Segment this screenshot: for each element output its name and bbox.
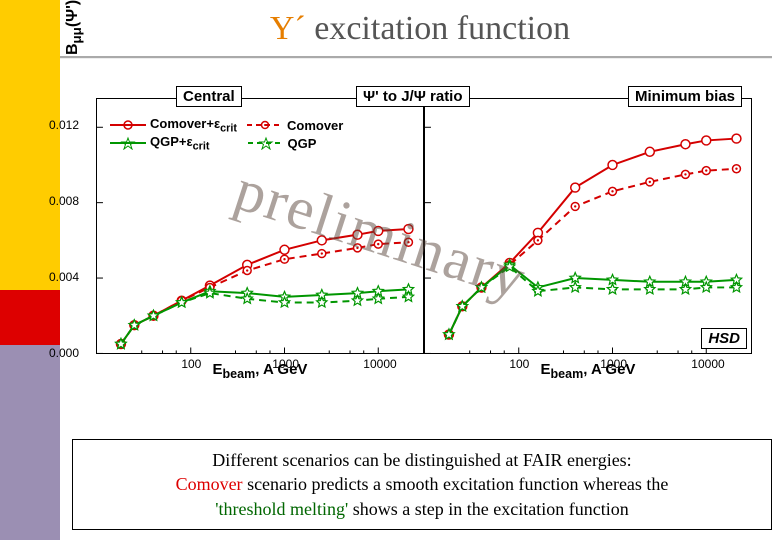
title-psi: Y´: [270, 10, 306, 47]
chart-legend: Comover+εcrit Comover QGP+εcrit QGP: [110, 116, 343, 152]
legend-comover-crit: Comover+εcrit: [150, 116, 237, 135]
chart-area: 100100010000Ebeam, A GeV0.0000.0040.0080…: [96, 80, 772, 390]
y-axis-label: Bμμ(Ψ') σΨ' / Bμμ(J/Ψ) σJ/Ψ: [64, 0, 84, 95]
caption-box: Different scenarios can be distinguished…: [72, 439, 772, 530]
caption-line1: Different scenarios can be distinguished…: [83, 448, 761, 472]
chart-right-panel: HSD 100100010000Ebeam, A GeV: [424, 98, 752, 354]
panel-title-minbias: Minimum bias: [628, 86, 742, 107]
panel-title-central: Central: [176, 86, 242, 107]
title-underline: [60, 56, 772, 59]
legend-comover: Comover: [287, 118, 343, 133]
title-rest: excitation function: [306, 10, 570, 47]
legend-qgp: QGP: [288, 136, 317, 151]
caption-line3: 'threshold melting' shows a step in the …: [83, 497, 761, 521]
page-title: Y´ excitation function: [60, 10, 780, 48]
panel-title-ratio: Ψ' to J/Ψ ratio: [356, 86, 470, 107]
caption-line2: Comover scenario predicts a smooth excit…: [83, 472, 761, 496]
legend-qgp-crit: QGP+εcrit: [150, 134, 210, 153]
hsd-badge: HSD: [701, 328, 747, 349]
